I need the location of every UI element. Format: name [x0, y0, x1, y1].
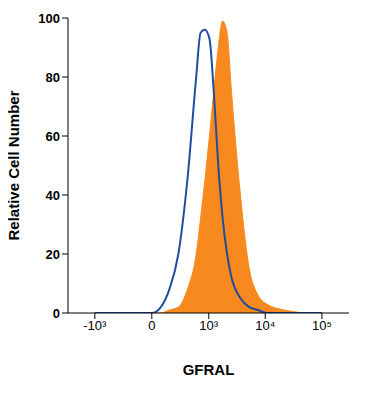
svg-text:60: 60	[46, 129, 60, 144]
svg-text:20: 20	[46, 247, 60, 262]
svg-text:GFRAL: GFRAL	[183, 361, 235, 378]
svg-text:10³: 10³	[199, 318, 218, 333]
svg-text:100: 100	[38, 11, 60, 26]
svg-text:Relative Cell Number: Relative Cell Number	[8, 90, 22, 240]
svg-text:0: 0	[148, 318, 155, 333]
svg-text:10⁵: 10⁵	[312, 318, 332, 333]
svg-text:-10³: -10³	[83, 318, 107, 333]
svg-text:10⁴: 10⁴	[255, 318, 275, 333]
svg-text:0: 0	[53, 306, 60, 321]
svg-text:40: 40	[46, 188, 60, 203]
svg-text:80: 80	[46, 70, 60, 85]
